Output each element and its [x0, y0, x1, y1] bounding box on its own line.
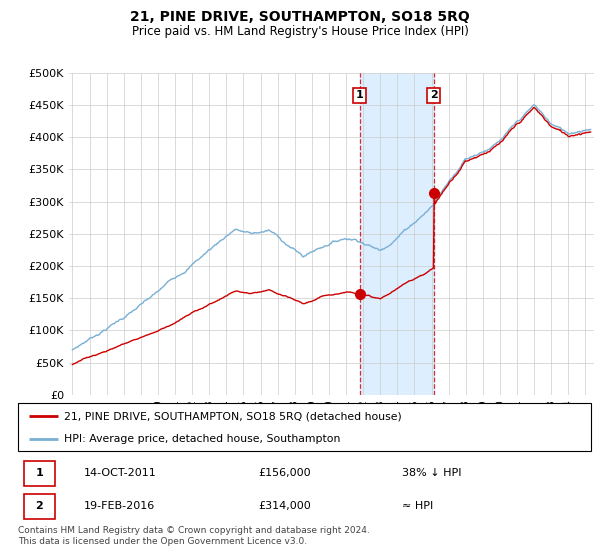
Text: 21, PINE DRIVE, SOUTHAMPTON, SO18 5RQ (detached house): 21, PINE DRIVE, SOUTHAMPTON, SO18 5RQ (d… [64, 411, 401, 421]
Text: 1: 1 [35, 468, 43, 478]
Text: 2: 2 [430, 90, 437, 100]
Text: 19-FEB-2016: 19-FEB-2016 [84, 501, 155, 511]
Text: ≈ HPI: ≈ HPI [402, 501, 433, 511]
Text: Price paid vs. HM Land Registry's House Price Index (HPI): Price paid vs. HM Land Registry's House … [131, 25, 469, 38]
Bar [24, 494, 55, 519]
Text: 2: 2 [35, 501, 43, 511]
Bar [24, 461, 55, 486]
Text: HPI: Average price, detached house, Southampton: HPI: Average price, detached house, Sout… [64, 434, 340, 444]
Bar [359, 73, 434, 395]
Text: Contains HM Land Registry data © Crown copyright and database right 2024.
This d: Contains HM Land Registry data © Crown c… [18, 526, 370, 546]
Text: 1: 1 [356, 90, 364, 100]
Text: £314,000: £314,000 [259, 501, 311, 511]
Text: 21, PINE DRIVE, SOUTHAMPTON, SO18 5RQ: 21, PINE DRIVE, SOUTHAMPTON, SO18 5RQ [130, 10, 470, 24]
Text: 14-OCT-2011: 14-OCT-2011 [84, 468, 157, 478]
Text: £156,000: £156,000 [259, 468, 311, 478]
Text: 38% ↓ HPI: 38% ↓ HPI [402, 468, 461, 478]
